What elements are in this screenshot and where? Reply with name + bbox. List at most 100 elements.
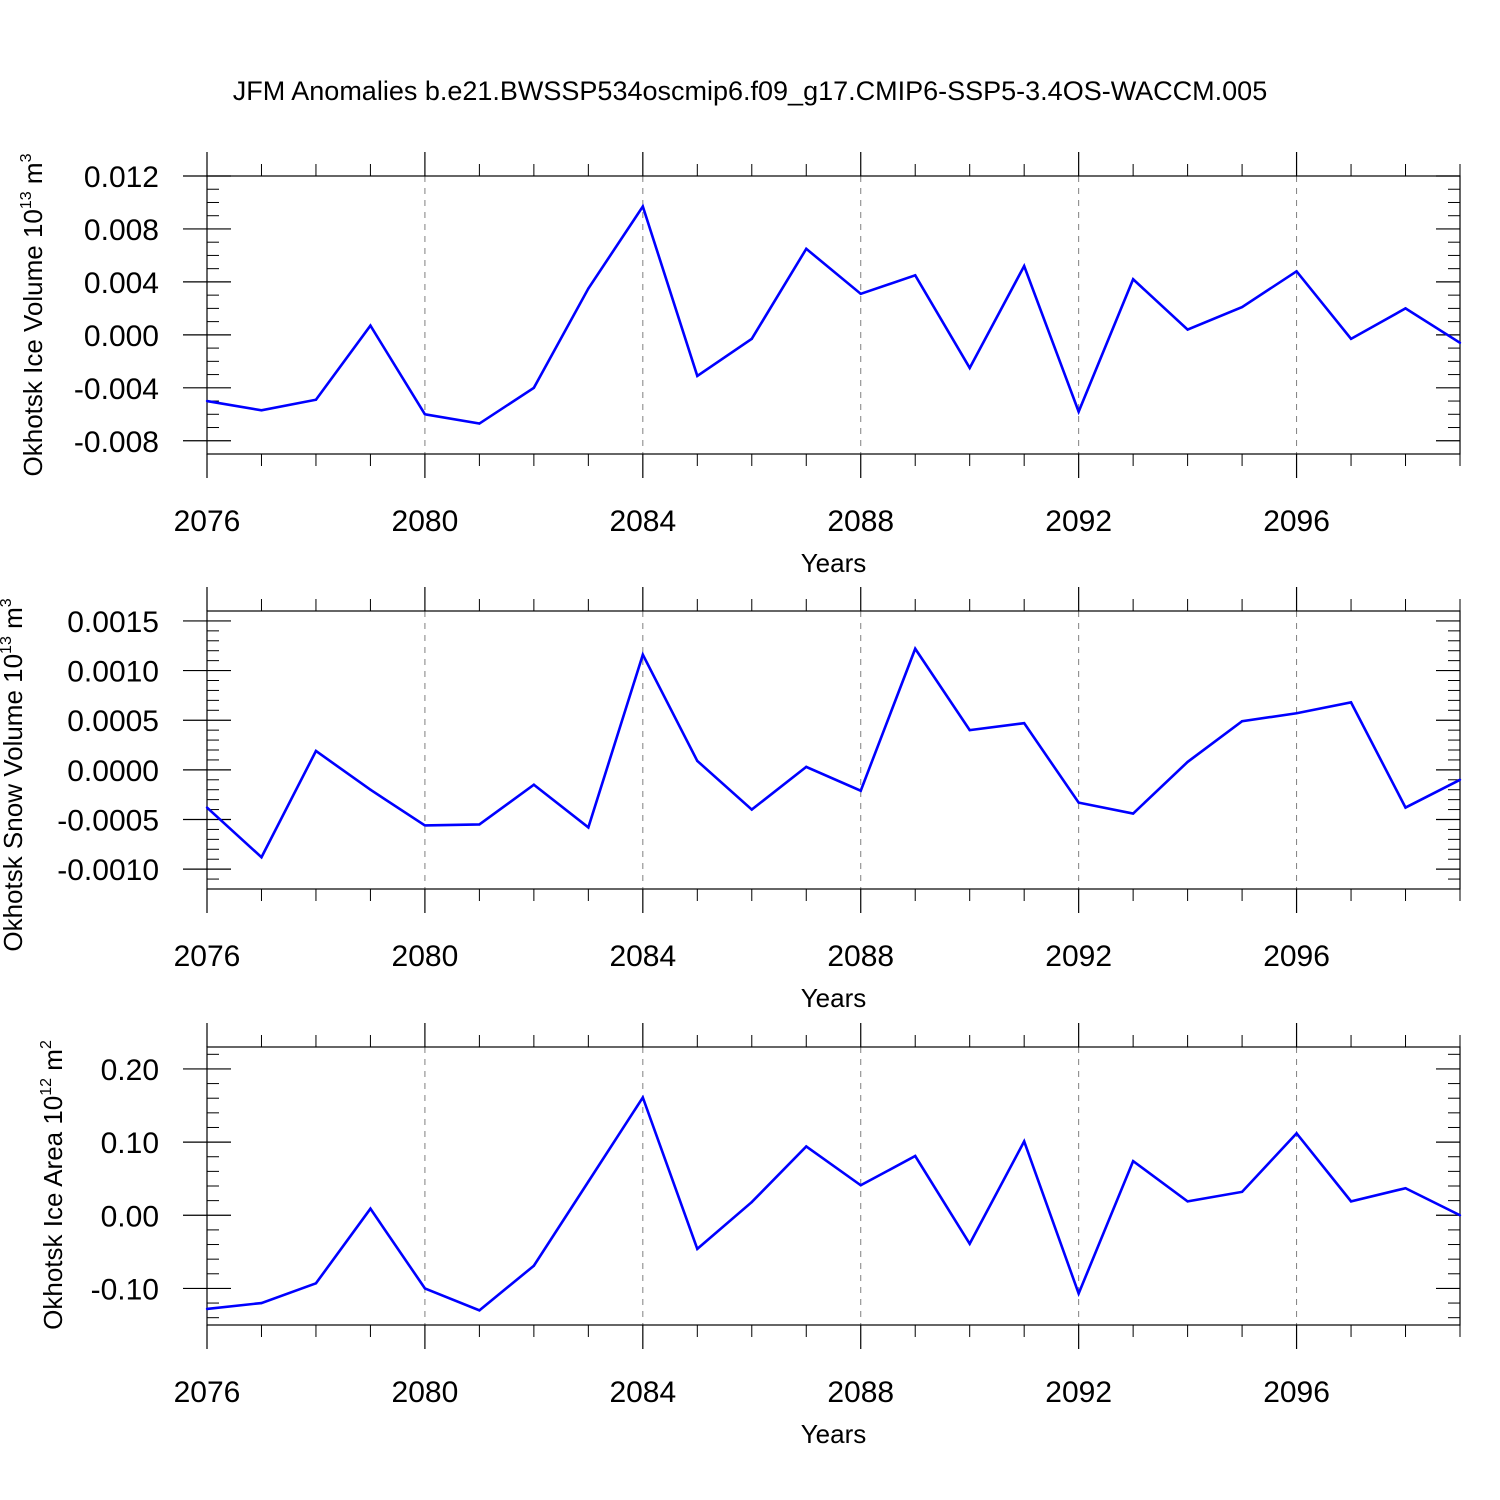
data-point	[369, 1207, 372, 1210]
data-point	[369, 788, 372, 791]
x-tick-label: 2096	[1263, 1376, 1330, 1409]
chart-title: JFM Anomalies b.e21.BWSSP534oscmip6.f09_…	[233, 76, 1267, 106]
data-point	[1131, 278, 1135, 281]
chart-panel-3: 2076 2080 2084 2088 2092 2096 Years -0.10 0.00 0.…	[38, 1023, 1462, 1449]
chart-panel-1: 2076 2080 2084 2088 2092 2096 Years -0.008 -0.00…	[18, 152, 1462, 578]
y-tick-label: -0.0010	[57, 854, 159, 887]
data-point	[314, 398, 318, 401]
y-tick-label: -0.0005	[57, 805, 159, 838]
y-axis-title: Okhotsk Ice Volume 1013 m3	[18, 153, 48, 476]
data-point	[914, 647, 917, 650]
data-point	[1022, 264, 1026, 268]
y-tick-label: 0.10	[101, 1127, 159, 1160]
y-tick-label: -0.008	[74, 426, 159, 459]
chart-panel-2: 2076 2080 2084 2088 2092 2096 Years -0.0010 -0.0…	[0, 587, 1462, 1013]
data-point	[1240, 305, 1244, 309]
data-point	[750, 1200, 753, 1204]
data-point	[532, 1264, 536, 1267]
data-point	[641, 653, 645, 656]
data-point	[587, 287, 590, 290]
y-tick-label: 0.20	[101, 1054, 159, 1087]
y-tick-label: 0.0000	[67, 755, 159, 788]
data-point	[696, 1247, 699, 1251]
data-point	[1022, 721, 1026, 725]
x-tick-label: 2092	[1045, 1376, 1112, 1409]
x-tick-label: 2080	[392, 1376, 459, 1409]
data-point	[1240, 1190, 1244, 1194]
data-point	[205, 1307, 209, 1311]
data-point	[1458, 341, 1462, 344]
data-point	[1349, 1200, 1353, 1203]
data-point	[968, 366, 971, 370]
x-tick-label: 2076	[174, 505, 241, 538]
data-point	[696, 374, 699, 378]
data-point	[859, 292, 862, 296]
plot-frame	[206, 175, 1461, 455]
x-tick-label: 2080	[392, 505, 459, 538]
data-line	[206, 1094, 1461, 1312]
data-point	[478, 422, 481, 425]
data-line	[206, 645, 1461, 860]
data-point	[641, 1096, 645, 1099]
data-point	[532, 783, 536, 786]
data-point	[423, 824, 427, 827]
data-point	[1458, 1214, 1462, 1217]
data-point	[260, 409, 263, 412]
data-point	[859, 1184, 862, 1187]
data-point	[914, 274, 917, 277]
x-tick-label: 2076	[174, 1376, 241, 1409]
data-point	[369, 324, 372, 327]
y-tick-label: -0.10	[91, 1273, 159, 1306]
y-tick-label: 0.004	[84, 267, 159, 300]
y-tick-label: -0.004	[74, 373, 159, 406]
data-point	[478, 1309, 481, 1312]
x-axis-title: Years	[801, 548, 867, 578]
y-tick-label: 0.012	[84, 161, 159, 194]
data-point	[260, 856, 263, 859]
data-point	[1077, 410, 1080, 413]
data-point	[1131, 1159, 1135, 1163]
data-point	[532, 386, 536, 390]
data-point	[1404, 307, 1407, 310]
panels: 2076 2080 2084 2088 2092 2096 Years -0.008 -0.00…	[0, 152, 1462, 1449]
data-point	[314, 1282, 318, 1285]
data-point	[1404, 1186, 1407, 1190]
data-point	[1349, 701, 1353, 704]
data-point	[1295, 270, 1298, 273]
x-tick-label: 2088	[827, 1376, 894, 1409]
data-point	[1349, 337, 1353, 341]
data-point	[696, 759, 699, 763]
data-point	[914, 1154, 917, 1158]
data-point	[587, 1180, 590, 1183]
y-tick-label: 0.0010	[67, 656, 159, 689]
data-point	[750, 337, 753, 341]
data-point	[859, 789, 862, 792]
data-point	[1186, 328, 1189, 331]
data-point	[1295, 712, 1298, 715]
data-point	[805, 1145, 808, 1148]
x-tick-label: 2076	[174, 940, 241, 973]
data-point	[423, 413, 427, 416]
data-point	[478, 823, 481, 826]
data-point	[205, 806, 209, 809]
data-point	[1404, 806, 1407, 809]
data-point	[205, 399, 209, 403]
data-point	[1077, 1292, 1080, 1295]
plot-frame	[206, 1046, 1461, 1326]
x-tick-label: 2084	[609, 1376, 676, 1409]
data-point	[1186, 760, 1189, 764]
x-tick-label: 2084	[609, 505, 676, 538]
data-point	[260, 1301, 263, 1305]
data-point	[1022, 1140, 1026, 1143]
data-point	[968, 1242, 971, 1245]
y-tick-label: 0.0005	[67, 705, 159, 738]
data-point	[968, 728, 971, 732]
x-tick-label: 2088	[827, 940, 894, 973]
data-point	[1131, 812, 1135, 815]
data-point	[1458, 778, 1462, 781]
x-tick-label: 2080	[392, 940, 459, 973]
data-point	[423, 1287, 427, 1290]
y-axis-title: Okhotsk Snow Volume 1013 m3	[0, 598, 28, 951]
x-tick-label: 2096	[1263, 940, 1330, 973]
